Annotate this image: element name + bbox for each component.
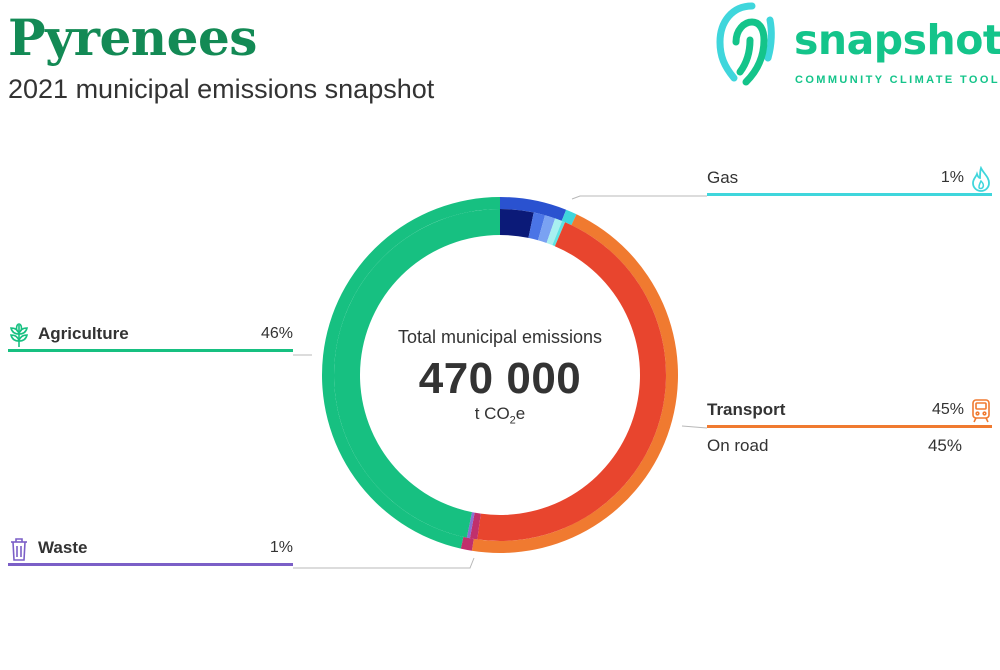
wheat-icon (8, 322, 30, 347)
logo-tagline: COMMUNITY CLIMATE TOOL (795, 74, 1000, 86)
inner-ring-segment-solid-waste (469, 512, 481, 540)
total-unit: t CO2e (360, 404, 640, 426)
inner-ring-segment-agriculture (334, 209, 500, 538)
inner-ring-segment-residential-electricity (500, 209, 534, 238)
inner-ring-segment-wastewater (466, 512, 475, 539)
inner-ring-segment-commercial-gas (552, 221, 566, 247)
agriculture-pct: 46% (260, 325, 293, 342)
transport-underline (707, 425, 992, 428)
total-value: 470 000 (418, 354, 582, 403)
transport-name: Transport (707, 400, 786, 419)
outer-ring-segment-waste (460, 536, 474, 551)
inner-ring-segment-commercial-electricity (528, 212, 546, 241)
unit-prefix: t CO (474, 404, 510, 423)
gas-label: Gas 1% (707, 165, 992, 196)
leader-lines (293, 195, 708, 569)
transport-leader-line (681, 425, 708, 429)
fingerprint-logo-icon (716, 2, 775, 86)
waste-name: Waste (38, 538, 88, 557)
unit-suffix: e (515, 404, 526, 423)
transport-pct: 45% (931, 401, 964, 418)
on-road-pct: 45% (927, 436, 962, 455)
inner-ring-segment-on-road (477, 222, 666, 541)
waste-label: Waste 1% (8, 536, 293, 566)
page-subtitle: 2021 municipal emissions snapshot (8, 74, 435, 104)
gas-name: Gas (707, 168, 739, 187)
agriculture-name: Agriculture (38, 324, 129, 343)
on-road-name: On road (707, 436, 769, 455)
flame-icon (970, 165, 992, 192)
train-icon (970, 398, 992, 423)
snapshot-logo: snapshot COMMUNITY CLIMATE TOOL (712, 0, 1000, 90)
total-label: Total municipal emissions (397, 327, 603, 347)
page-title: Pyrenees (8, 8, 257, 67)
inner-ring (334, 209, 666, 541)
agriculture-underline (8, 349, 293, 352)
unit-subscript: 2 (509, 414, 516, 427)
inner-ring-segment-industrial-electricity (537, 215, 556, 243)
logo-wordmark: snapshot (794, 16, 1000, 64)
inner-ring-segment-residential-gas (546, 218, 563, 246)
waste-leader-line (293, 557, 475, 569)
outer-ring (321, 197, 678, 553)
outer-ring-segment-gas (561, 209, 577, 226)
on-road-row: On road 45% (707, 435, 992, 457)
waste-underline (8, 563, 293, 566)
gas-pct: 1% (940, 169, 964, 186)
trash-icon (8, 536, 30, 561)
outer-ring-segment-stationary-energy-electricity- (500, 197, 567, 221)
agriculture-label: Agriculture 46% (8, 322, 293, 352)
transport-label: Transport 45% On road 45% (707, 398, 992, 457)
waste-pct: 1% (269, 539, 293, 556)
gas-underline (707, 193, 992, 196)
gas-leader-line (571, 195, 707, 200)
